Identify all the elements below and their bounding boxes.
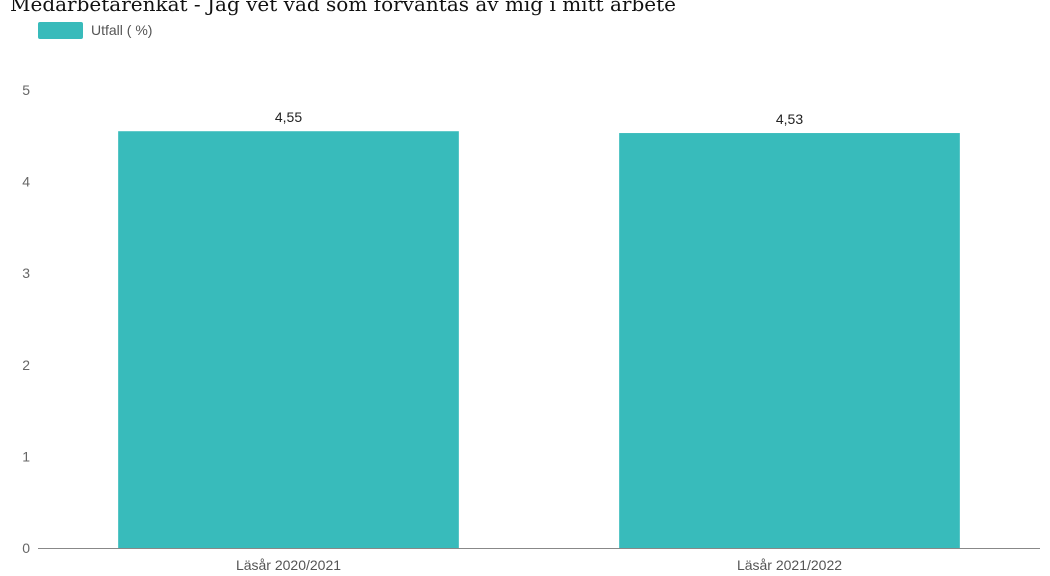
y-tick-label: 4: [22, 174, 30, 190]
y-tick-label: 3: [22, 265, 30, 281]
y-tick-label: 0: [22, 540, 30, 556]
y-tick-label: 1: [22, 448, 30, 464]
legend: Utfall ( %): [38, 20, 152, 40]
bar-value-label: 4,55: [275, 109, 302, 125]
legend-label: Utfall ( %): [91, 22, 153, 38]
legend-swatch: [38, 21, 83, 39]
bar: [619, 133, 960, 548]
y-tick-label: 2: [22, 357, 30, 373]
bar-value-label: 4,53: [776, 111, 803, 127]
x-category-label: Läsår 2020/2021: [236, 557, 341, 573]
x-category-label: Läsår 2021/2022: [737, 557, 842, 573]
y-tick-label: 5: [22, 82, 30, 98]
chart-title: Medarbetarenkät - Jag vet vad som förvän…: [10, 0, 677, 16]
bar: [118, 131, 459, 548]
